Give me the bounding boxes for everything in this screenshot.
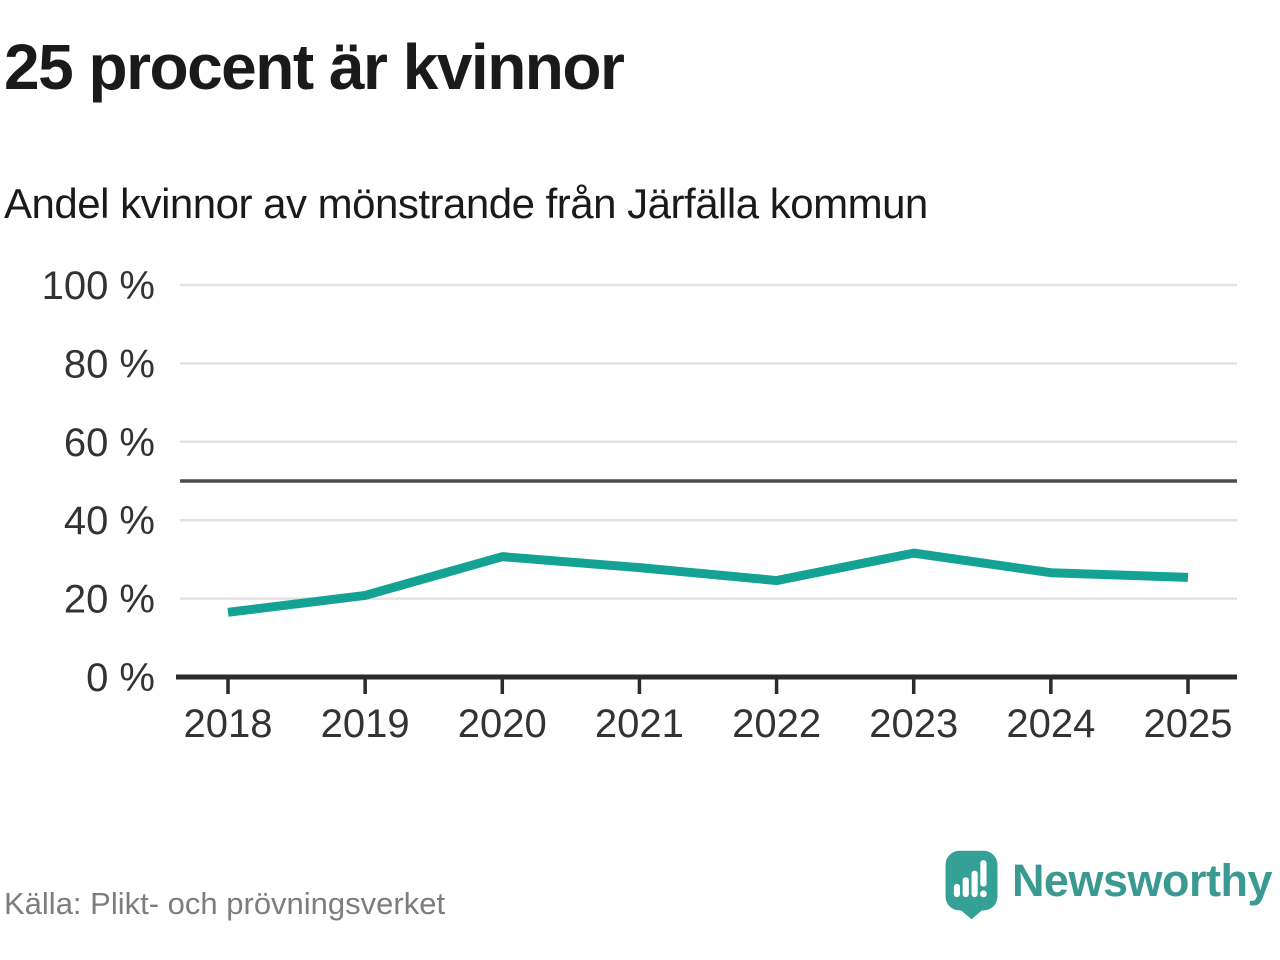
x-axis-label: 2025 [1144,702,1233,746]
x-axis-label: 2019 [321,702,410,746]
page-title: 25 procent är kvinnor [4,31,625,103]
source-note: Källa: Plikt- och prövningsverket [4,886,446,921]
chart-subtitle: Andel kvinnor av mönstrande från Järfäll… [4,180,928,227]
y-axis-label: 0 % [86,656,155,700]
x-axis-label: 2024 [1006,702,1095,746]
exclamation-dot [979,890,987,898]
exclamation-bar [980,860,987,887]
x-axis-label: 2020 [458,702,547,746]
x-axis-label: 2023 [869,702,958,746]
y-axis-label: 40 % [64,499,155,543]
newsworthy-bubble-icon [945,850,998,920]
x-axis-label: 2018 [184,702,273,746]
bar-medium [962,877,969,898]
bar-small [953,883,960,898]
y-axis-label: 80 % [64,342,155,386]
bar-tall [971,870,978,898]
y-axis-label: 20 % [64,578,155,622]
data-line [227,548,1189,617]
y-axis-label: 60 % [64,421,155,465]
newsworthy-logo: Newsworthy [945,850,1273,920]
newsworthy-wordmark: Newsworthy [1011,855,1273,906]
line-chart: 0 % 20 % 40 % 60 % 80 % 100 % 2018 2019 2020 2021… [0,250,1280,780]
x-axis-label: 2021 [595,702,684,746]
chart-canvas: 0 % 20 % 40 % 60 % 80 % 100 % 2018 2019 2020 2021… [42,264,1237,746]
y-axis-label: 100 % [42,264,155,308]
x-axis-label: 2022 [732,702,821,746]
